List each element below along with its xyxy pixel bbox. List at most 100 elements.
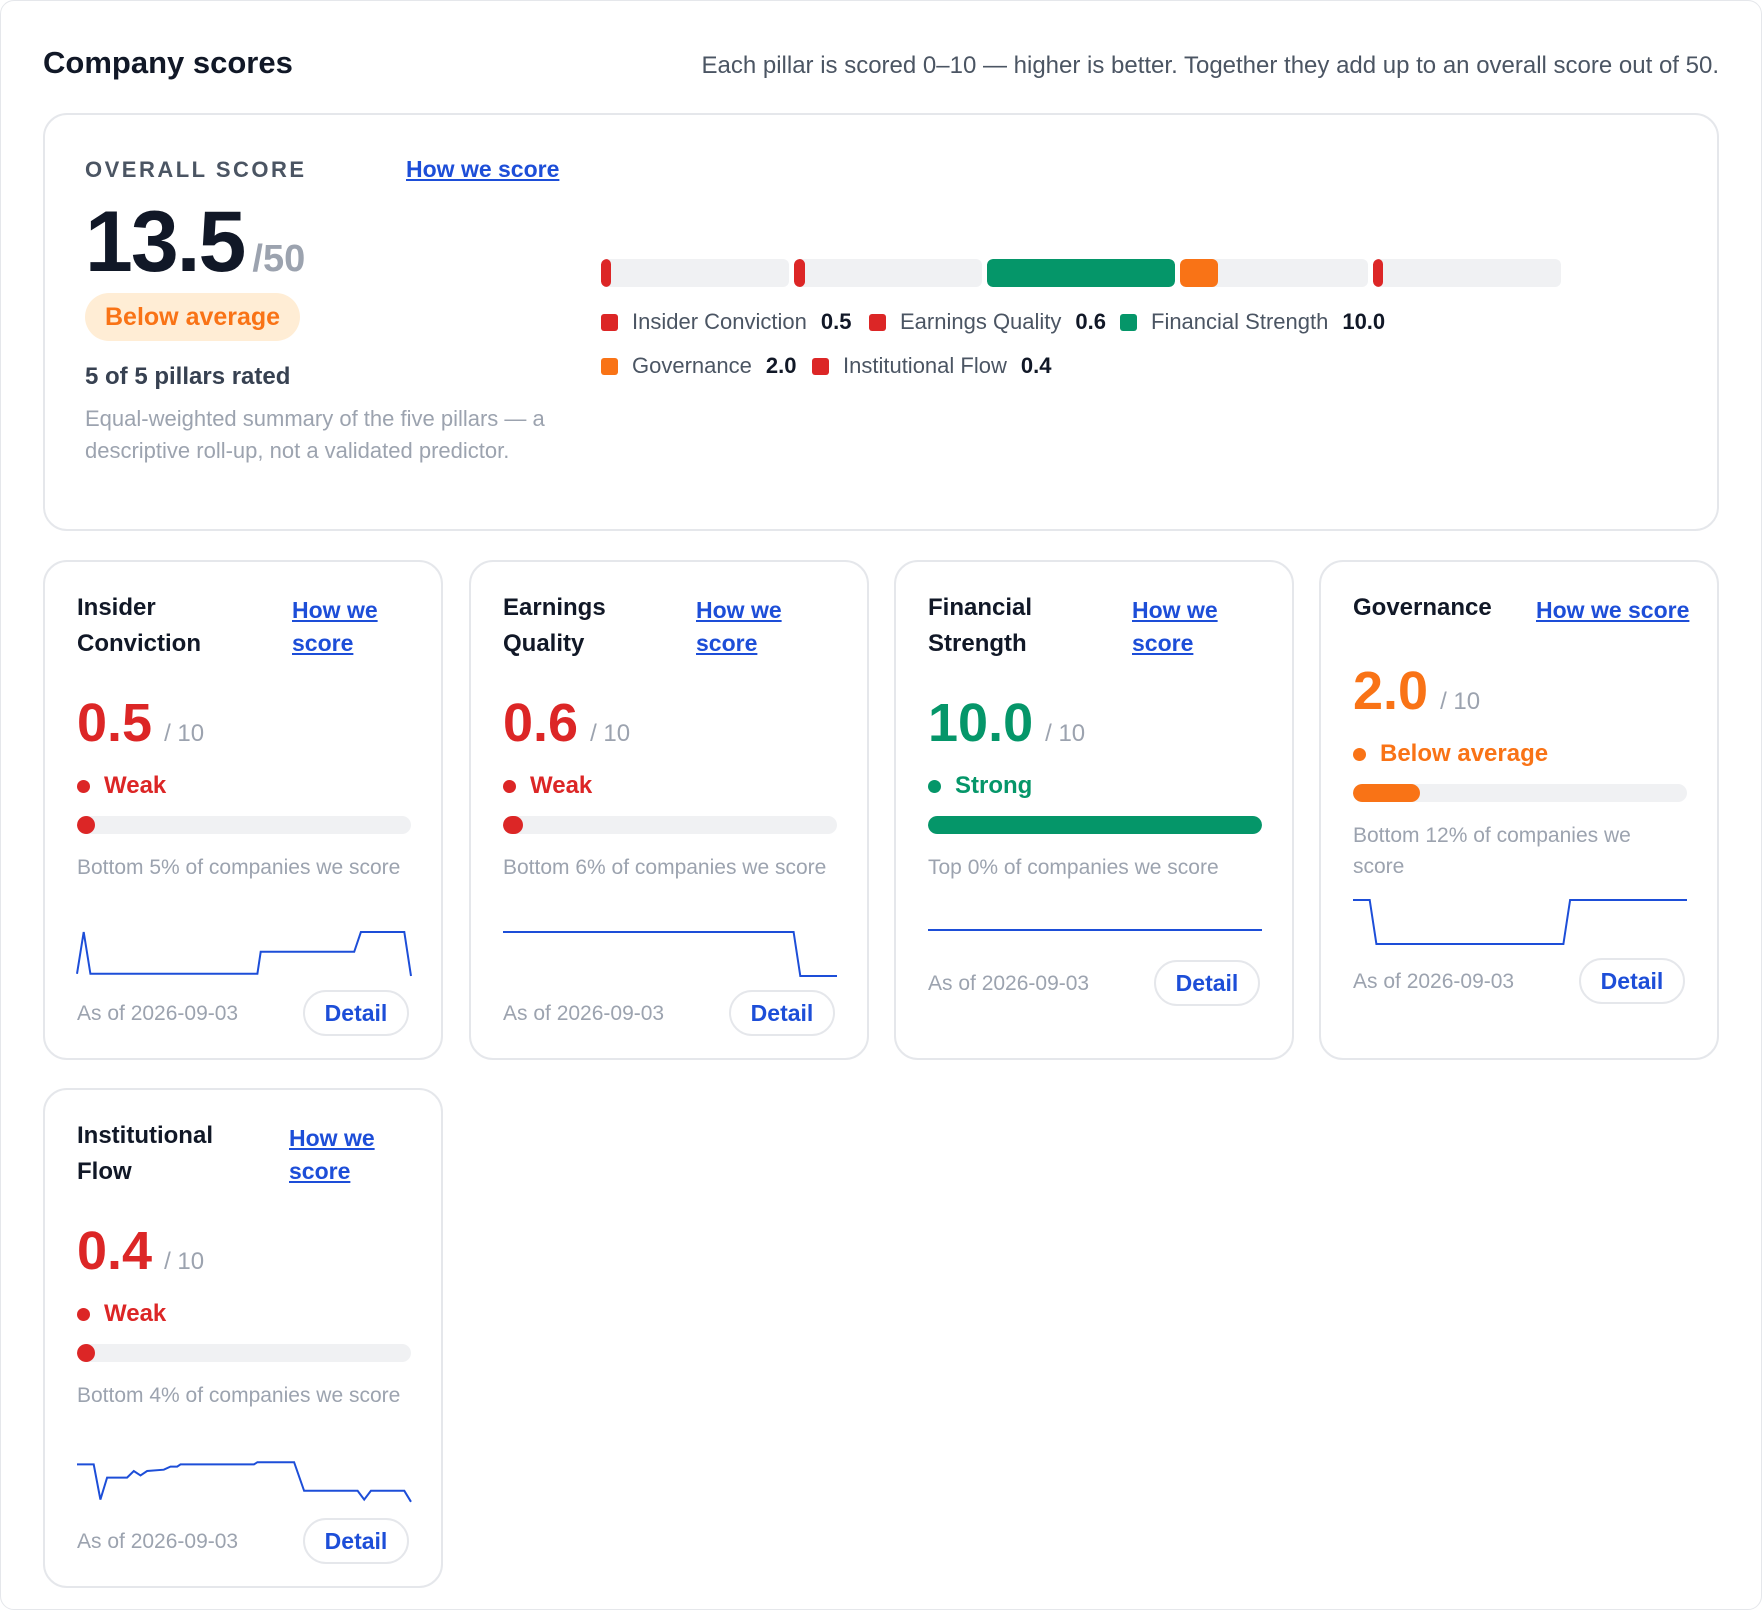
pillar-percentile-text: Top 0% of companies we score [928,856,1219,879]
segment-fill-insider-conviction [601,259,611,287]
pillar-score-value: 0.5 [77,693,153,753]
pillar-title: Earnings Quality [503,594,606,657]
pillar-status-label: Strong [955,772,1033,799]
pillar-percentile-bar [928,816,1262,834]
pillar-title: Financial Strength [928,594,1033,657]
pillars-rated-count: 5 of 5 pillars rated [85,363,291,390]
pillar-score: 2.0 / 10 [1353,664,1480,718]
pillar-score-max: / 10 [1045,720,1086,747]
pillar-percentile-text: Bottom 12% of companies we score [1353,824,1631,878]
segment-insider-conviction [601,259,789,287]
pillar-score: 10.0 / 10 [928,696,1085,750]
how-we-score-link[interactable]: How we score [696,597,782,656]
pillar-status: Weak [503,772,592,800]
legend-swatch [601,357,618,375]
how-we-score-link[interactable]: How we score [292,597,378,656]
legend-value: 0.6 [1075,309,1107,334]
pillar-card-financial-strength: Financial Strength How we score 10.0 / 10 St… [894,560,1294,1060]
status-dot [77,779,90,793]
pillar-card-earnings-quality: Earnings Quality How we score 0.6 / 10 Weak B… [469,560,869,1060]
segment-governance [1180,259,1368,287]
how-we-score-link[interactable]: How we score [1132,597,1218,656]
legend-item-financial-strength: Financial Strength 10.0 [1120,309,1385,335]
how-we-score-link[interactable]: How we score [289,1125,375,1184]
legend-label: Earnings Quality [900,309,1062,334]
page-subtitle: Each pillar is scored 0–10 — higher is b… [701,52,1719,79]
segment-fill-financial-strength [987,259,1175,287]
status-dot [928,779,941,793]
legend-value: 0.4 [1020,353,1052,378]
pillar-status-label: Weak [104,772,167,799]
pillar-score-value: 2.0 [1353,661,1429,721]
pillar-score: 0.4 / 10 [77,1224,204,1278]
detail-button[interactable]: Detail [303,1518,409,1564]
pillar-score-max: / 10 [1440,688,1481,715]
status-dot [503,779,516,793]
sparkline-path [503,931,837,977]
legend-item-earnings-quality: Earnings Quality 0.6 [869,309,1106,335]
segment-fill-governance [1180,259,1218,287]
legend-value: 10.0 [1342,309,1386,334]
detail-button[interactable]: Detail [1154,960,1260,1006]
overall-score-card: OVERALL SCORE How we score 13.5 /50 Belo… [43,113,1719,531]
pillar-score-value: 0.4 [77,1221,153,1281]
pillar-title: Governance [1353,594,1492,621]
pillar-percentile-fill [1353,784,1420,802]
pillar-score-max: / 10 [590,720,631,747]
overall-score: 13.5 /50 [85,195,305,290]
legend-label: Financial Strength [1151,309,1329,334]
pillar-percentile-fill [503,816,524,834]
pillar-status: Weak [77,772,166,800]
pillar-percentile-fill [77,1344,95,1362]
legend-swatch [601,313,618,331]
pillar-status-label: Weak [104,1300,167,1327]
how-we-score-link[interactable]: How we score [406,156,560,182]
pillar-segment-bar [601,259,1681,287]
pillar-as-of-date: As of 2026-09-03 [928,972,1090,995]
page-title: Company scores [43,45,293,80]
detail-button[interactable]: Detail [303,990,409,1036]
legend-item-insider-conviction: Insider Conviction 0.5 [601,309,851,335]
pillar-card-insider-conviction: Insider Conviction How we score 0.5 / 10 Wea… [43,560,443,1060]
pillar-as-of-date: As of 2026-09-03 [503,1002,665,1025]
legend-item-institutional-flow: Institutional Flow 0.4 [812,353,1051,379]
pillar-status-label: Weak [530,772,593,799]
pillar-percentile-fill [77,816,95,834]
pillar-score-value: 10.0 [928,693,1034,753]
pillar-score: 0.6 / 10 [503,696,630,750]
pillar-title: Insider Conviction [77,594,201,657]
legend-value: 2.0 [765,353,797,378]
overall-score-max: /50 [252,238,306,280]
overall-score-label: OVERALL SCORE [85,157,307,182]
pillar-sparkline [503,931,837,977]
pillar-card-governance: Governance How we score 2.0 / 10 Below avera… [1319,560,1719,1060]
segment-fill-institutional-flow [1373,259,1383,287]
pillar-sparkline [76,931,412,977]
segment-fill-earnings-quality [794,259,806,287]
overall-status-badge: Below average [85,293,301,341]
pillar-sparkline [928,929,1262,931]
detail-button[interactable]: Detail [729,990,835,1036]
pillar-percentile-bar [77,1344,411,1362]
legend-label: Institutional Flow [843,353,1007,378]
pillar-sparkline [1353,899,1687,945]
pillar-as-of-date: As of 2026-09-03 [77,1530,239,1553]
overall-description: Equal-weighted summary of the five pilla… [85,406,545,463]
segment-financial-strength [987,259,1175,287]
sparkline-path [1353,899,1687,945]
pillar-status-label: Below average [1380,740,1549,767]
pillar-percentile-text: Bottom 5% of companies we score [77,856,401,879]
pillar-percentile-bar [1353,784,1687,802]
pillar-card-institutional-flow: Institutional Flow How we score 0.4 / 10 Wea… [43,1088,443,1588]
legend-swatch [812,357,829,375]
how-we-score-link[interactable]: How we score [1536,597,1690,623]
status-dot [1353,747,1366,761]
pillar-as-of-date: As of 2026-09-03 [1353,970,1515,993]
pillar-percentile-fill [928,816,1262,834]
pillar-score-max: / 10 [164,1248,205,1275]
detail-button[interactable]: Detail [1579,958,1685,1004]
pillar-percentile-text: Bottom 4% of companies we score [77,1384,401,1407]
sparkline-path [77,1461,412,1503]
pillar-score-value: 0.6 [503,693,579,753]
pillar-as-of-date: As of 2026-09-03 [77,1002,239,1025]
